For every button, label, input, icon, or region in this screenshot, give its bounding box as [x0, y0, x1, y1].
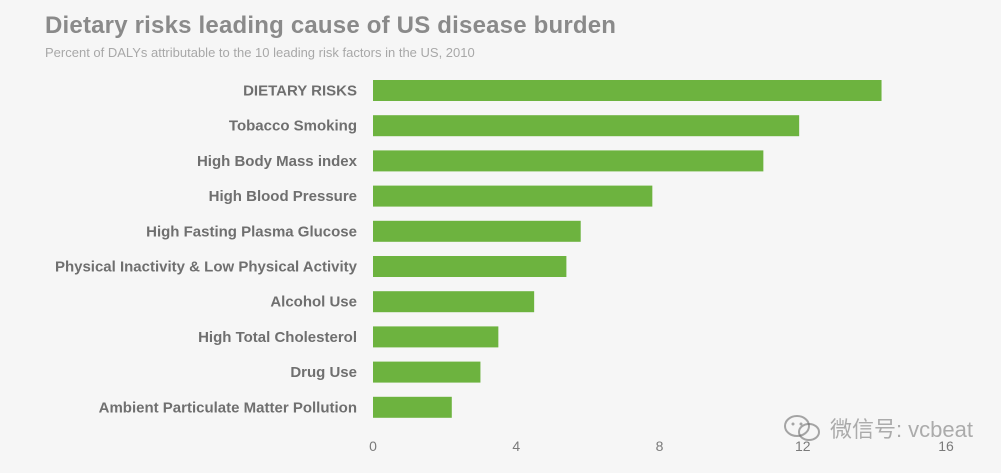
bar — [373, 185, 653, 207]
wechat-icon — [783, 415, 820, 441]
x-tick-label: 0 — [369, 438, 377, 454]
bar — [373, 115, 800, 137]
category-label: Physical Inactivity & Low Physical Activ… — [55, 259, 358, 276]
bar — [373, 150, 764, 172]
bar — [373, 220, 581, 242]
category-label: High Total Cholesterol — [198, 329, 357, 346]
category-label: Ambient Particulate Matter Pollution — [99, 399, 357, 416]
bar — [373, 291, 535, 313]
category-label: Drug Use — [290, 364, 357, 381]
x-tick-label: 8 — [656, 438, 664, 454]
watermark: 微信号: vcbeat — [782, 412, 973, 444]
category-label: Alcohol Use — [270, 294, 357, 311]
bar — [373, 361, 481, 383]
bars — [373, 80, 882, 418]
watermark-text: 微信号: vcbeat — [829, 417, 973, 442]
category-label: Tobacco Smoking — [229, 118, 357, 135]
category-label: DIETARY RISKS — [243, 83, 357, 100]
chart-subtitle: Percent of DALYs attributable to the 10 … — [45, 45, 475, 60]
bar — [373, 396, 452, 418]
x-tick-label: 12 — [795, 438, 811, 454]
bar — [373, 256, 567, 277]
bar — [373, 80, 882, 101]
category-label: High Fasting Plasma Glucose — [146, 223, 357, 240]
bar — [373, 326, 499, 348]
category-label: High Blood Pressure — [209, 188, 357, 205]
x-axis-ticks: 0 4 8 12 16 — [369, 438, 954, 454]
x-tick-label: 16 — [938, 438, 954, 454]
category-labels: DIETARY RISKS Tobacco Smoking High Body Ma… — [55, 83, 358, 417]
x-tick-label: 4 — [512, 438, 520, 454]
category-label: High Body Mass index — [197, 153, 358, 170]
chart-title: Dietary risks leading cause of US diseas… — [45, 12, 617, 39]
